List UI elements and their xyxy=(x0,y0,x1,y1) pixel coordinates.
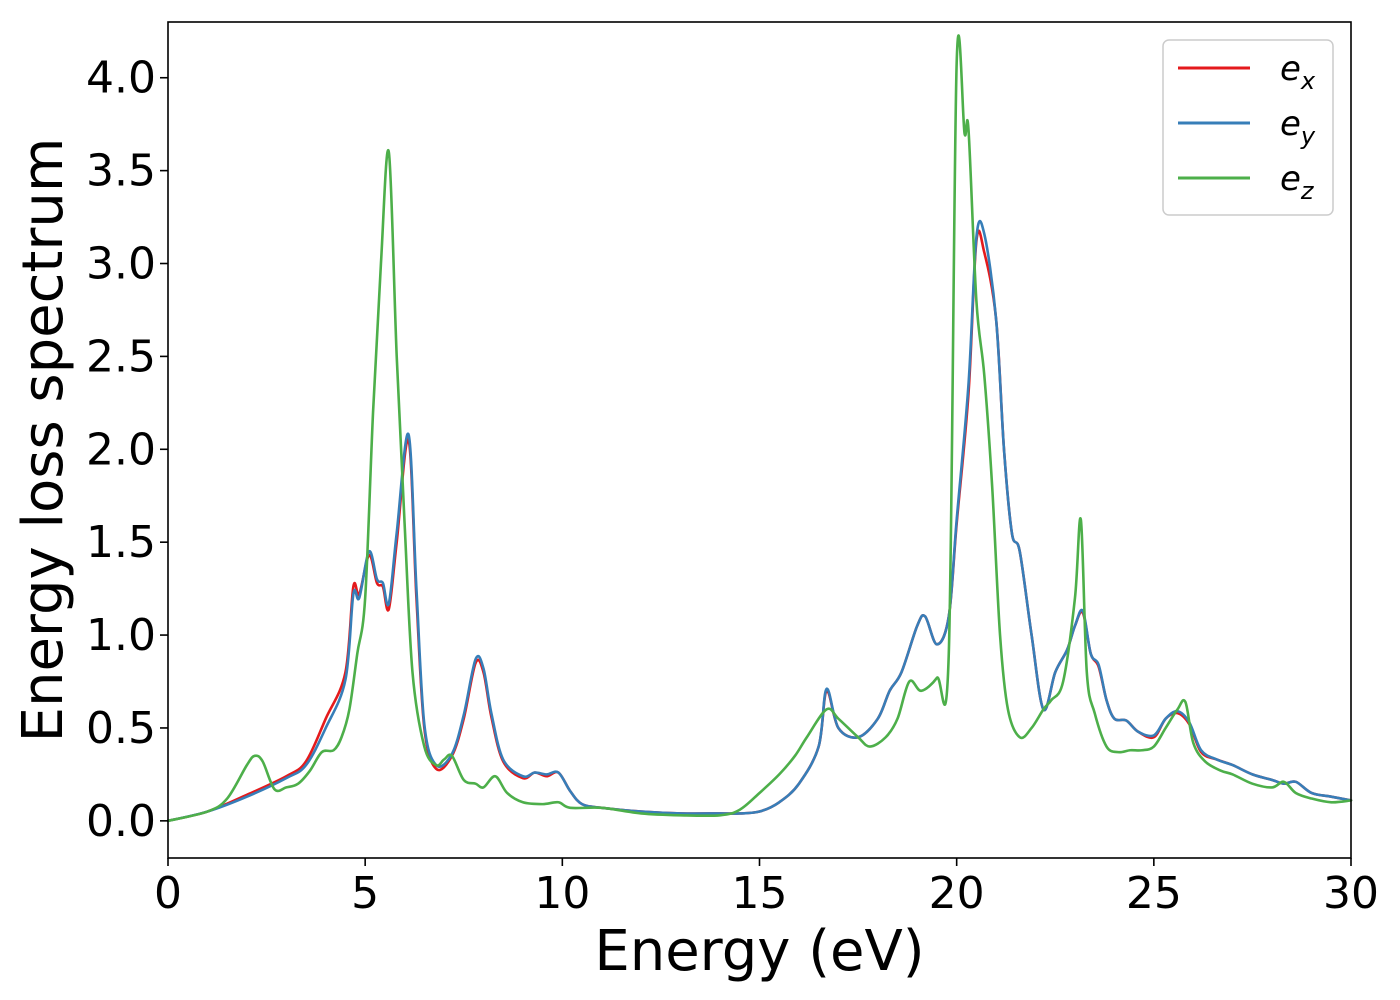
y-tick-label: 3.0 xyxy=(86,239,156,290)
plot-background xyxy=(168,22,1351,858)
x-tick-label: 5 xyxy=(351,868,379,919)
y-axis-label: Energy loss spectrum xyxy=(11,138,76,743)
x-tick-label: 0 xyxy=(154,868,182,919)
legend-label-y: ey xyxy=(1280,104,1316,150)
series-layer xyxy=(166,34,1353,823)
y-tick-label: 0.0 xyxy=(86,796,156,847)
x-tick-label: 20 xyxy=(929,868,985,919)
legend-box xyxy=(1162,39,1334,216)
x-tick-label: 30 xyxy=(1323,868,1379,919)
y-tick-label: 2.0 xyxy=(86,424,156,475)
series-line-y xyxy=(166,219,1353,823)
x-tick-label: 25 xyxy=(1126,868,1182,919)
y-tick-label: 3.5 xyxy=(86,146,156,197)
x-tick-label: 10 xyxy=(534,868,590,919)
y-tick-label: 1.5 xyxy=(86,517,156,568)
series-line-z xyxy=(166,34,1353,823)
y-tick-label: 2.5 xyxy=(86,331,156,382)
x-axis-label: Energy (eV) xyxy=(594,919,924,984)
x-tick-label: 15 xyxy=(732,868,788,919)
y-tick-label: 1.0 xyxy=(86,610,156,661)
y-tick-label: 0.5 xyxy=(86,703,156,754)
x-axis-ticks: 0 5 10 15 20 25 30 xyxy=(154,858,1379,919)
y-tick-label: 4.0 xyxy=(86,53,156,104)
y-axis-ticks: 0.0 0.5 1.0 1.5 2.0 2.5 3.0 3.5 4.0 xyxy=(86,53,168,847)
